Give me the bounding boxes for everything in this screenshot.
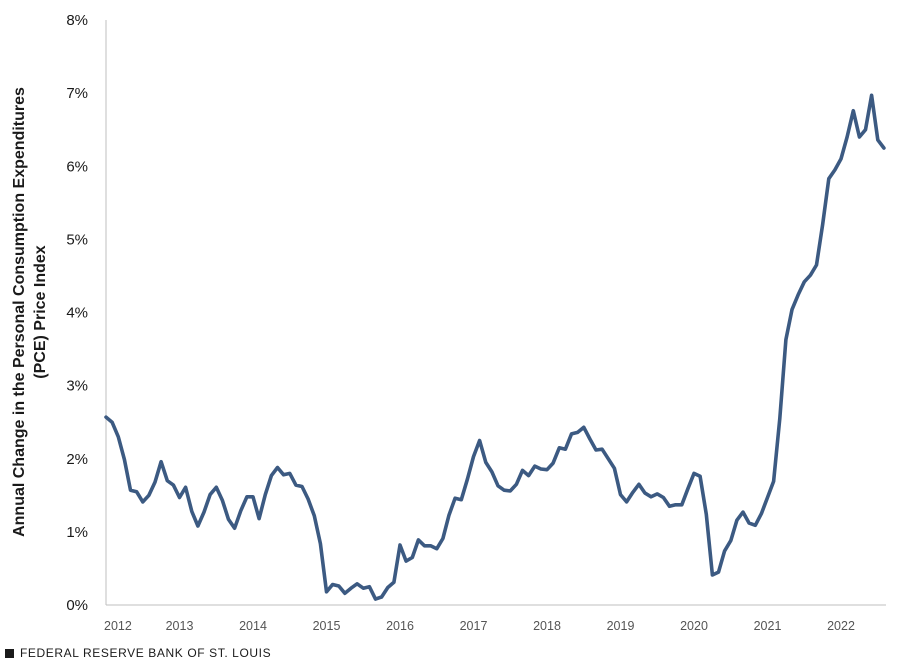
- x-tick-label: 2013: [166, 619, 194, 633]
- x-tick-label: 2020: [680, 619, 708, 633]
- x-tick-label: 2015: [313, 619, 341, 633]
- x-tick-label: 2012: [104, 619, 132, 633]
- x-tick-label: 2016: [386, 619, 414, 633]
- y-tick-label: 6%: [66, 158, 88, 175]
- y-tick-label: 7%: [66, 85, 88, 102]
- y-axis-ticks: 0% 1% 2% 3% 4% 5% 6% 7% 8%: [66, 12, 88, 614]
- series-line: [104, 93, 886, 601]
- y-axis-label-line-1: Annual Change in the Personal Consumptio…: [11, 87, 28, 537]
- y-tick-label: 3%: [66, 378, 88, 395]
- x-tick-label: 2014: [239, 619, 267, 633]
- y-axis-label: Annual Change in the Personal Consumptio…: [11, 87, 49, 537]
- x-axis-ticks: 2012 2013 2014 2015 2016 2017 2018 2019 2020 2021…: [104, 619, 855, 633]
- x-tick-label: 2021: [754, 619, 782, 633]
- y-axis-label-line-2: (PCE) Price Index: [32, 245, 49, 378]
- footer-square-icon: [5, 648, 14, 658]
- footer-source-text: FEDERAL RESERVE BANK OF ST. LOUIS: [20, 646, 272, 660]
- footer-source: FEDERAL RESERVE BANK OF ST. LOUIS: [5, 646, 271, 660]
- x-tick-label: 2018: [533, 619, 561, 633]
- y-tick-label: 2%: [66, 451, 88, 468]
- y-tick-label: 8%: [66, 12, 88, 29]
- y-tick-label: 1%: [66, 524, 88, 541]
- y-tick-label: 5%: [66, 231, 88, 248]
- line-chart: Annual Change in the Personal Consumptio…: [11, 12, 886, 633]
- y-tick-label: 4%: [66, 305, 88, 322]
- axes: [105, 20, 886, 606]
- y-tick-label: 0%: [66, 597, 88, 614]
- x-tick-label: 2017: [460, 619, 488, 633]
- x-tick-label: 2022: [827, 619, 855, 633]
- x-tick-label: 2019: [607, 619, 635, 633]
